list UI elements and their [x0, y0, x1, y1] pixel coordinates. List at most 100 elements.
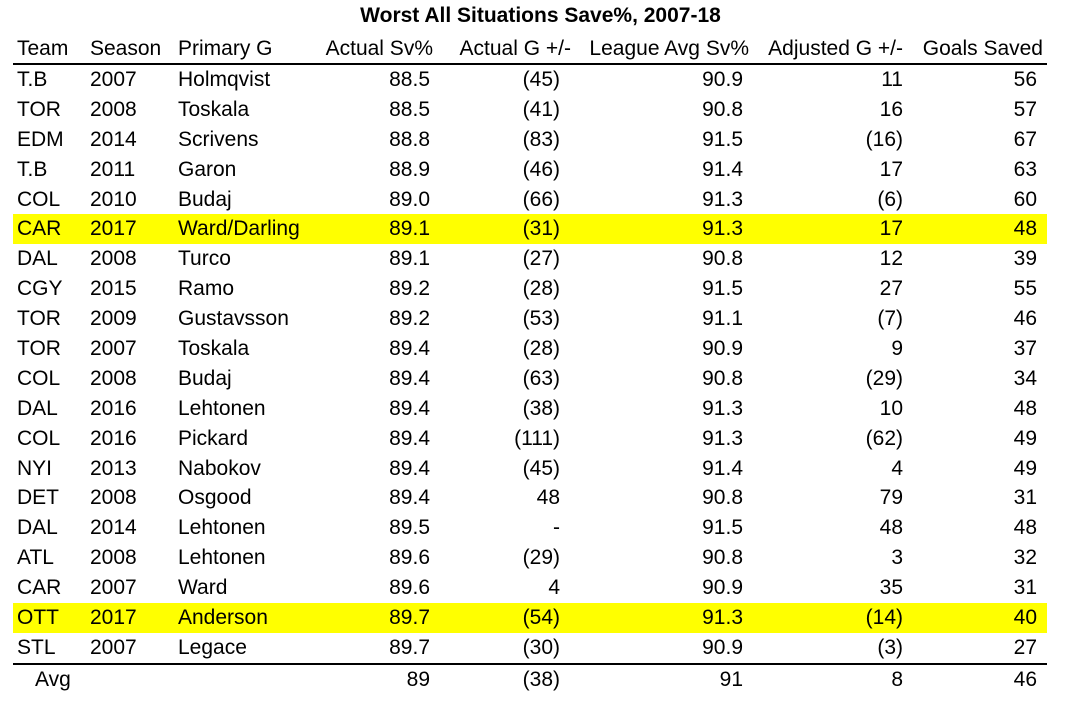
league-avg-sv-cell: 90.9: [702, 635, 743, 659]
goals-saved-cell: 55: [1013, 277, 1037, 301]
adjusted-g-plus-minus-cell: (6): [877, 187, 903, 211]
highlighted-table-row: CAR 2017 Ward/Darling 89.1 (31) 91.3 17 48: [13, 214, 1047, 245]
league-avg-sv-cell: 91.3: [702, 426, 743, 450]
adjusted-g-plus-minus-cell: 79: [879, 486, 903, 510]
primary-goalie-cell: Garon: [178, 157, 237, 181]
primary-goalie-cell: Ramo: [178, 277, 235, 301]
team-cell: T.B: [17, 157, 48, 181]
team-cell: EDM: [17, 127, 64, 151]
league-avg-sv-cell: 90.8: [702, 546, 743, 570]
actual-g-plus-minus-cell: (66): [522, 187, 560, 211]
highlighted-table-row: OTT 2017 Anderson 89.7 (54) 91.3 (14) 40: [13, 603, 1047, 633]
adjusted-g-plus-minus-cell: 3: [891, 546, 903, 570]
goals-saved-cell: 49: [1013, 456, 1037, 480]
table-row: T.B 2011 Garon 88.9 (46) 91.4 17 63: [13, 155, 1047, 185]
header-league-avg-sv: League Avg Sv%: [589, 37, 749, 60]
actual-g-plus-minus-cell: (41): [522, 97, 560, 121]
league-avg-sv-cell: 90.8: [702, 97, 743, 121]
primary-goalie-cell: Scrivens: [178, 127, 259, 151]
league-avg-sv-cell: 90.8: [702, 486, 743, 510]
team-cell: CAR: [17, 217, 62, 241]
adjusted-g-plus-minus-cell: 17: [879, 157, 903, 181]
actual-g-plus-minus-cell: (29): [522, 546, 560, 570]
actual-sv-cell: 89.4: [389, 366, 430, 390]
league-avg-sv-cell: 91.3: [702, 396, 743, 420]
header-season: Season: [90, 37, 162, 60]
league-avg-sv-cell: 91.3: [702, 606, 743, 630]
table-row: DET 2008 Osgood 89.4 48 90.8 79 31: [13, 483, 1047, 513]
goals-saved-cell: 48: [1013, 396, 1037, 420]
table-row: DAL 2008 Turco 89.1 (27) 90.8 12 39: [13, 244, 1047, 274]
adjusted-g-plus-minus-cell: 35: [879, 576, 903, 600]
average-adjusted-g-plus-minus: 8: [891, 667, 903, 691]
adjusted-g-plus-minus-cell: 17: [879, 217, 903, 241]
season-cell: 2008: [90, 486, 137, 510]
goals-saved-cell: 49: [1013, 426, 1037, 450]
actual-sv-cell: 89.4: [389, 456, 430, 480]
goals-saved-cell: 27: [1013, 635, 1037, 659]
primary-goalie-cell: Lehtonen: [178, 546, 266, 570]
season-cell: 2008: [90, 366, 137, 390]
average-actual-sv: 89: [406, 667, 430, 691]
league-avg-sv-cell: 90.8: [702, 247, 743, 271]
season-cell: 2008: [90, 247, 137, 271]
adjusted-g-plus-minus-cell: (29): [865, 366, 903, 390]
actual-sv-cell: 89.2: [389, 307, 430, 331]
primary-goalie-cell: Nabokov: [178, 456, 261, 480]
header-goals-saved: Goals Saved: [922, 37, 1043, 60]
league-avg-sv-cell: 90.8: [702, 366, 743, 390]
header-actual-g-plus-minus: Actual G +/-: [459, 37, 571, 60]
goals-saved-cell: 31: [1013, 486, 1037, 510]
actual-g-plus-minus-cell: (54): [522, 606, 560, 630]
actual-g-plus-minus-cell: (111): [514, 426, 560, 450]
goals-saved-cell: 57: [1013, 97, 1037, 121]
goals-saved-cell: 40: [1013, 606, 1037, 630]
primary-goalie-cell: Budaj: [178, 366, 232, 390]
team-cell: NYI: [17, 456, 53, 480]
actual-sv-cell: 88.8: [389, 127, 430, 151]
team-cell: COL: [17, 426, 61, 450]
actual-sv-cell: 89.4: [389, 426, 430, 450]
primary-goalie-cell: Lehtonen: [178, 396, 266, 420]
adjusted-g-plus-minus-cell: 4: [891, 456, 903, 480]
team-cell: ATL: [17, 546, 54, 570]
actual-sv-cell: 89.7: [389, 606, 430, 630]
season-cell: 2016: [90, 396, 137, 420]
team-cell: TOR: [17, 97, 61, 121]
actual-g-plus-minus-cell: (46): [522, 157, 560, 181]
season-cell: 2009: [90, 307, 137, 331]
adjusted-g-plus-minus-cell: 9: [891, 337, 903, 361]
adjusted-g-plus-minus-cell: 10: [879, 396, 903, 420]
adjusted-g-plus-minus-cell: 11: [881, 68, 903, 91]
primary-goalie-cell: Lehtonen: [178, 516, 266, 540]
season-cell: 2017: [90, 606, 137, 630]
actual-sv-cell: 89.6: [389, 576, 430, 600]
team-cell: T.B: [17, 68, 48, 91]
primary-goalie-cell: Anderson: [178, 606, 268, 630]
actual-g-plus-minus-cell: (53): [522, 307, 560, 331]
goals-saved-cell: 63: [1013, 157, 1037, 181]
actual-sv-cell: 89.1: [389, 217, 430, 241]
table-row: COL 2008 Budaj 89.4 (63) 90.8 (29) 34: [13, 364, 1047, 394]
actual-sv-cell: 89.4: [389, 396, 430, 420]
save-percentage-table: Team Season Primary G Actual Sv% Actual …: [13, 34, 1047, 695]
table-row: T.B 2007 Holmqvist 88.5 (45) 90.9 11 56: [13, 65, 1047, 95]
goals-saved-cell: 31: [1013, 576, 1037, 600]
league-avg-sv-cell: 91.5: [702, 277, 743, 301]
adjusted-g-plus-minus-cell: 27: [879, 277, 903, 301]
goals-saved-cell: 34: [1013, 366, 1037, 390]
table-row: CAR 2007 Ward 89.6 4 90.9 35 31: [13, 573, 1047, 603]
actual-g-plus-minus-cell: 4: [548, 576, 560, 600]
season-cell: 2014: [90, 127, 137, 151]
actual-g-plus-minus-cell: 48: [536, 486, 560, 510]
primary-goalie-cell: Holmqvist: [178, 68, 271, 91]
table-row: TOR 2009 Gustavsson 89.2 (53) 91.1 (7) 46: [13, 304, 1047, 334]
team-cell: COL: [17, 187, 61, 211]
season-cell: 2007: [90, 635, 137, 659]
league-avg-sv-cell: 91.4: [702, 456, 743, 480]
primary-goalie-cell: Toskala: [178, 97, 250, 121]
primary-goalie-cell: Ward: [178, 576, 228, 600]
table-row: STL 2007 Legace 89.7 (30) 90.9 (3) 27: [13, 633, 1047, 663]
table-header-row: Team Season Primary G Actual Sv% Actual …: [13, 34, 1047, 65]
table-row: TOR 2008 Toskala 88.5 (41) 90.8 16 57: [13, 95, 1047, 125]
